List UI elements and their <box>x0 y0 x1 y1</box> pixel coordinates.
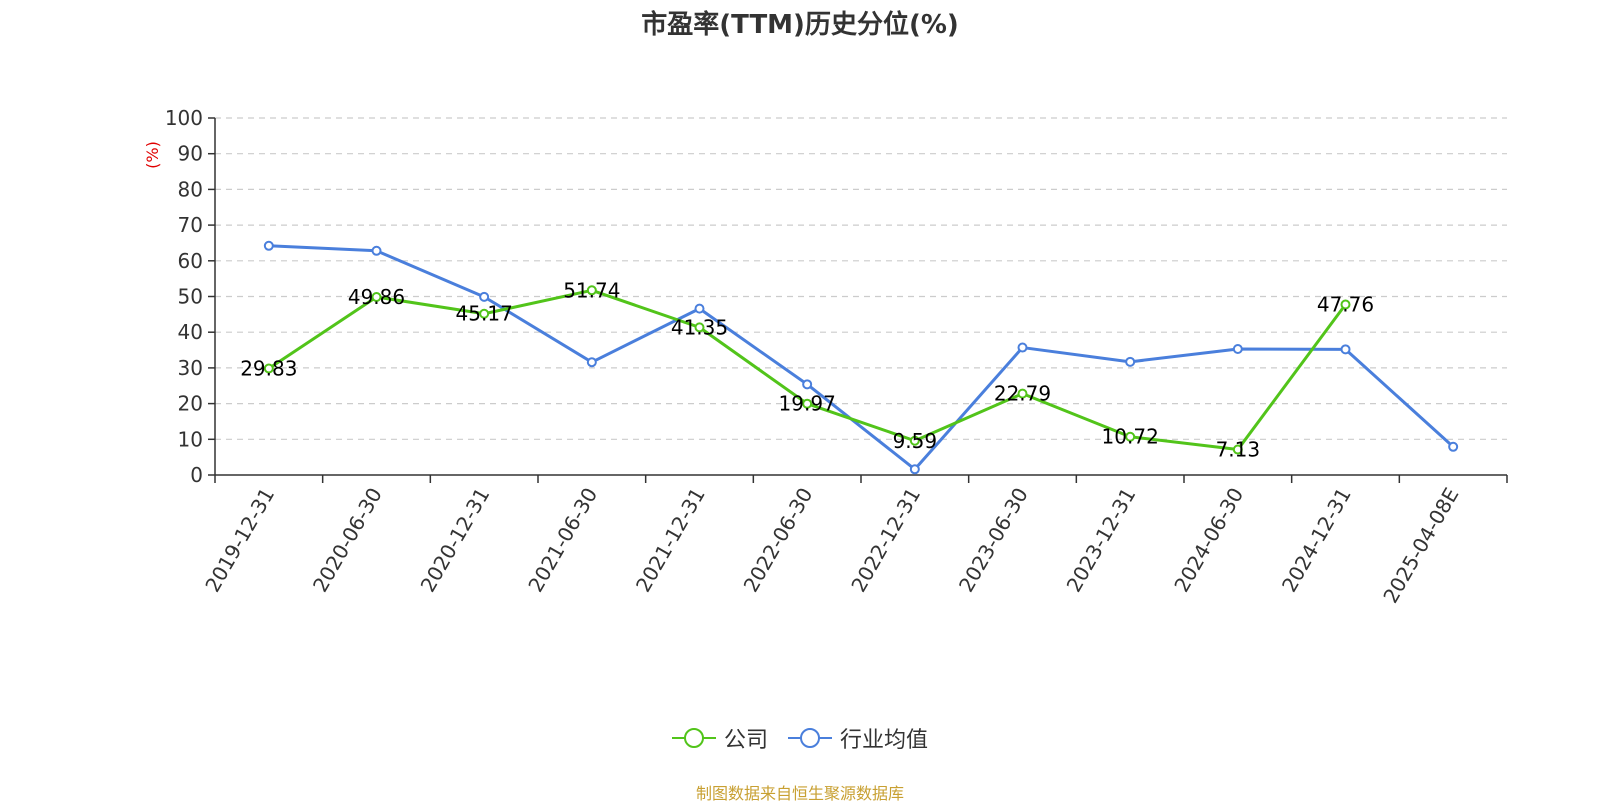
data-label: 29.83 <box>240 357 297 381</box>
data-label: 7.13 <box>1216 438 1261 462</box>
legend-item-company[interactable]: 公司 <box>671 722 768 754</box>
data-label: 51.74 <box>563 278 620 302</box>
data-point-industry <box>1125 356 1136 367</box>
data-point-company <box>802 398 813 409</box>
data-point-industry <box>371 245 382 256</box>
data-point-industry <box>1448 441 1459 452</box>
y-tick-label: 30 <box>178 356 203 380</box>
legend-label-industry: 行业均值 <box>840 728 929 753</box>
series-line-company <box>268 288 1347 452</box>
data-point-company <box>586 285 597 296</box>
data-label: 9.59 <box>893 429 938 453</box>
x-tick-label: 2020-12-31 <box>416 483 495 596</box>
data-point-company <box>1017 388 1028 399</box>
data-label: 22.79 <box>994 382 1051 406</box>
data-point-industry <box>802 379 813 390</box>
legend-label-company: 公司 <box>723 728 768 753</box>
data-label: 10.72 <box>1102 425 1159 449</box>
data-point-industry <box>263 240 274 251</box>
x-tick-label: 2024-12-31 <box>1277 484 1356 597</box>
data-label: 49.86 <box>348 285 405 309</box>
data-label: 47.76 <box>1317 292 1374 316</box>
data-point-company <box>1125 431 1136 442</box>
y-tick-label: 70 <box>178 213 203 237</box>
legend-swatch-industry-icon <box>788 728 832 748</box>
y-tick-label: 20 <box>178 392 203 416</box>
data-point-industry <box>586 357 597 368</box>
x-tick-label: 2021-06-30 <box>523 484 602 597</box>
data-point-industry <box>1340 344 1351 355</box>
data-point-company <box>479 308 490 319</box>
data-point-industry <box>909 464 920 475</box>
legend: 公司 行业均值 <box>0 722 1600 754</box>
data-labels: 29.83 49.86 45.17 51.74 41.35 19.97 9.59 22.79 1… <box>240 278 1374 461</box>
chart-title: 市盈率(TTM)历史分位(%) <box>641 10 959 40</box>
y-tick-label: 10 <box>178 427 203 451</box>
data-point-company <box>1232 444 1243 455</box>
y-tick-label: 100 <box>165 106 203 130</box>
data-point-industry <box>1017 342 1028 353</box>
grid-lines <box>215 117 1507 440</box>
x-tick-label: 2025-04-08E <box>1378 484 1463 608</box>
data-point-company <box>694 322 705 333</box>
data-point-company <box>371 291 382 302</box>
data-point-industry <box>1232 343 1243 354</box>
data-point-industry <box>479 291 490 302</box>
series-line-industry <box>268 244 1455 471</box>
x-tick-label: 2023-06-30 <box>954 484 1033 597</box>
legend-item-industry[interactable]: 行业均值 <box>788 722 928 754</box>
y-tick-label: 90 <box>178 142 203 166</box>
y-tick-label: 40 <box>178 320 203 344</box>
y-tick-label: 60 <box>178 249 203 273</box>
x-tick-label: 2024-06-30 <box>1169 484 1248 597</box>
y-tick-label: 80 <box>178 177 203 201</box>
x-tick-label: 2020-06-30 <box>308 484 387 597</box>
x-tick-label: 2022-12-31 <box>846 483 925 596</box>
legend-swatch-company-icon <box>671 728 716 748</box>
data-point-company <box>263 363 274 374</box>
data-point-company <box>909 435 920 446</box>
data-label: 41.35 <box>671 315 728 339</box>
y-tick-label: 0 <box>190 463 203 487</box>
x-tick-label: 2021-12-31 <box>631 484 710 597</box>
x-tick-label: 2022-06-30 <box>739 484 818 597</box>
data-label: 19.97 <box>779 392 836 416</box>
data-label: 45.17 <box>456 302 513 326</box>
x-tick-label: 2019-12-31 <box>200 484 279 597</box>
x-tick-label: 2023-12-31 <box>1062 484 1141 597</box>
series <box>263 240 1459 475</box>
y-axis-title: (%) <box>143 141 162 169</box>
data-point-company <box>1340 299 1351 310</box>
data-point-industry <box>694 303 705 314</box>
source-note: 制图数据来自恒生聚源数据库 <box>695 784 904 803</box>
y-tick-label: 50 <box>178 285 203 309</box>
